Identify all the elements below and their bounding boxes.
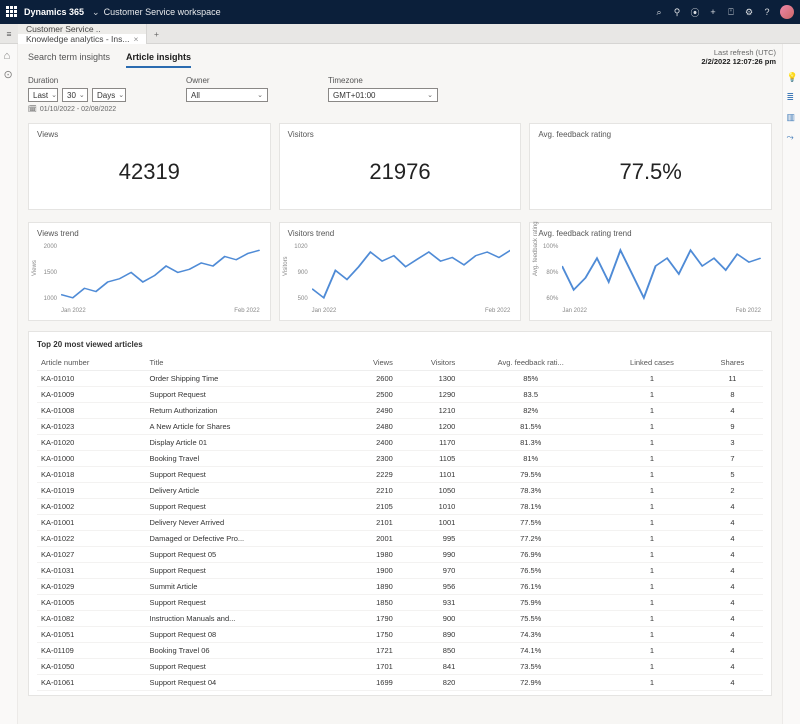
- idea-icon[interactable]: 💡: [787, 72, 797, 82]
- table-row[interactable]: KA-01005Support Request185093175.9%14: [37, 595, 763, 611]
- table-row[interactable]: KA-01051Support Request 08175089074.3%14: [37, 627, 763, 643]
- session-tabstrip: ≡ Customer Service ..Knowledge analytics…: [0, 24, 800, 44]
- subtab[interactable]: Search term insights: [28, 52, 110, 68]
- timer-icon[interactable]: ⦿: [686, 6, 704, 19]
- table-header[interactable]: Linked cases: [602, 355, 702, 371]
- tab-label: Customer Service ..: [26, 24, 101, 34]
- session-tab[interactable]: Customer Service ..: [18, 24, 147, 34]
- chevron-down-icon[interactable]: ⌄: [92, 7, 100, 18]
- table-title: Top 20 most viewed articles: [37, 340, 763, 349]
- table-row[interactable]: KA-01082Instruction Manuals and...179090…: [37, 611, 763, 627]
- owner-select[interactable]: All⌄: [186, 88, 268, 102]
- last-refresh: Last refresh (UTC) 2/2/2022 12:07:26 pm: [701, 48, 776, 66]
- owner-label: Owner: [186, 76, 268, 85]
- list-icon[interactable]: ≣: [787, 92, 797, 102]
- table-row[interactable]: KA-01061Support Request 04169982072.9%14: [37, 675, 763, 691]
- kpi-visitors-card: Visitors 21976: [279, 123, 522, 210]
- table-row[interactable]: KA-01109Booking Travel 06172185074.1%14: [37, 643, 763, 659]
- bulb-icon[interactable]: ⚲: [668, 7, 686, 18]
- views-trend-title: Views trend: [37, 229, 262, 238]
- table-row[interactable]: KA-01000Booking Travel2300110581%17: [37, 451, 763, 467]
- app-launcher-icon[interactable]: [6, 6, 18, 18]
- top-articles-table-card: Top 20 most viewed articles Article numb…: [28, 331, 772, 696]
- last-refresh-label: Last refresh (UTC): [714, 48, 776, 57]
- table-row[interactable]: KA-01001Delivery Never Arrived2101100177…: [37, 515, 763, 531]
- add-icon[interactable]: +: [704, 7, 722, 17]
- table-row[interactable]: KA-01008Return Authorization2490121082%1…: [37, 403, 763, 419]
- settings-icon[interactable]: ⚙: [740, 7, 758, 18]
- menu-icon[interactable]: ≡: [0, 24, 18, 43]
- timezone-label: Timezone: [328, 76, 438, 85]
- subtab[interactable]: Article insights: [126, 52, 191, 68]
- duration-unit-select[interactable]: Days⌄: [92, 88, 126, 102]
- rating-trend-chart: Avg. feedback rating100%80%60%Jan 2022Fe…: [538, 244, 763, 314]
- table-row[interactable]: KA-01020Display Article 012400117081.3%1…: [37, 435, 763, 451]
- pin-icon[interactable]: ⊙: [4, 68, 14, 78]
- table-row[interactable]: KA-01018Support Request2229110179.5%15: [37, 467, 763, 483]
- table-header[interactable]: Title: [146, 355, 344, 371]
- page-subtabs: Search term insights Article insights: [18, 44, 782, 68]
- table-row[interactable]: KA-01050Support Request170184173.5%14: [37, 659, 763, 675]
- table-header[interactable]: Avg. feedback rati...: [459, 355, 602, 371]
- kpi-visitors-title: Visitors: [288, 130, 513, 139]
- main-content: Last refresh (UTC) 2/2/2022 12:07:26 pm …: [18, 44, 782, 724]
- right-rail: 💡 ≣ ▥ ⤳: [782, 44, 800, 724]
- kpi-views-card: Views 42319: [28, 123, 271, 210]
- table-row[interactable]: KA-01002Support Request2105101078.1%14: [37, 499, 763, 515]
- table-row[interactable]: KA-01022Damaged or Defective Pro...20019…: [37, 531, 763, 547]
- duration-mode-select[interactable]: Last⌄: [28, 88, 58, 102]
- table-row[interactable]: KA-01029Summit Article189095676.1%14: [37, 579, 763, 595]
- last-refresh-ts: 2/2/2022 12:07:26 pm: [701, 57, 776, 66]
- kpi-views-title: Views: [37, 130, 262, 139]
- kpi-views-value: 42319: [37, 145, 262, 203]
- kpi-rating-title: Avg. feedback rating: [538, 130, 763, 139]
- views-trend-card: Views trend Views200015001000Jan 2022Feb…: [28, 222, 271, 321]
- new-tab-button[interactable]: +: [147, 24, 165, 43]
- rating-trend-card: Avg. feedback rating trend Avg. feedback…: [529, 222, 772, 321]
- table-header[interactable]: Visitors: [397, 355, 459, 371]
- views-trend-chart: Views200015001000Jan 2022Feb 2022: [37, 244, 262, 314]
- home-icon[interactable]: ⌂: [4, 50, 14, 60]
- table-row[interactable]: KA-01009Support Request2500129083.518: [37, 387, 763, 403]
- calendar-icon: 🗓: [28, 105, 37, 113]
- close-icon[interactable]: ×: [133, 34, 138, 44]
- date-range: 🗓 01/10/2022 - 02/08/2022: [28, 105, 126, 113]
- workspace-label: Customer Service workspace: [104, 7, 221, 17]
- top-articles-table: Article numberTitleViewsVisitorsAvg. fee…: [37, 355, 763, 691]
- global-navbar: Dynamics 365 ⌄ Customer Service workspac…: [0, 0, 800, 24]
- table-row[interactable]: KA-01027Support Request 05198099076.9%14: [37, 547, 763, 563]
- code-icon[interactable]: ⤳: [787, 132, 797, 142]
- search-icon[interactable]: ⌕: [650, 7, 668, 18]
- avatar[interactable]: [780, 5, 794, 19]
- session-tab[interactable]: Knowledge analytics - Ins... ×: [18, 34, 147, 44]
- kpi-visitors-value: 21976: [288, 145, 513, 203]
- table-row[interactable]: KA-01010Order Shipping Time2600130085%11…: [37, 371, 763, 387]
- filter-bar: Duration Last⌄ 30⌄ Days⌄ 🗓 01/10/2022 - …: [18, 68, 782, 117]
- help-icon[interactable]: ?: [758, 7, 776, 17]
- table-header[interactable]: Article number: [37, 355, 146, 371]
- tab-label: Knowledge analytics - Ins...: [26, 34, 129, 44]
- duration-label: Duration: [28, 76, 126, 85]
- table-row[interactable]: KA-01019Delivery Article2210105078.3%12: [37, 483, 763, 499]
- rating-trend-title: Avg. feedback rating trend: [538, 229, 763, 238]
- kpi-rating-value: 77.5%: [538, 145, 763, 203]
- left-rail: ⌂ ⊙: [0, 44, 18, 724]
- duration-value-select[interactable]: 30⌄: [62, 88, 88, 102]
- table-header[interactable]: Shares: [702, 355, 763, 371]
- visitors-trend-card: Visitors trend Visitors1020900500Jan 202…: [279, 222, 522, 321]
- panel-icon[interactable]: ▥: [787, 112, 797, 122]
- timezone-select[interactable]: GMT+01:00⌄: [328, 88, 438, 102]
- filter-icon[interactable]: ⍞: [722, 7, 740, 18]
- table-row[interactable]: KA-01031Support Request190097076.5%14: [37, 563, 763, 579]
- brand-label: Dynamics 365: [24, 7, 84, 17]
- kpi-rating-card: Avg. feedback rating 77.5%: [529, 123, 772, 210]
- visitors-trend-chart: Visitors1020900500Jan 2022Feb 2022: [288, 244, 513, 314]
- table-header[interactable]: Views: [343, 355, 397, 371]
- table-row[interactable]: KA-01023A New Article for Shares24801200…: [37, 419, 763, 435]
- visitors-trend-title: Visitors trend: [288, 229, 513, 238]
